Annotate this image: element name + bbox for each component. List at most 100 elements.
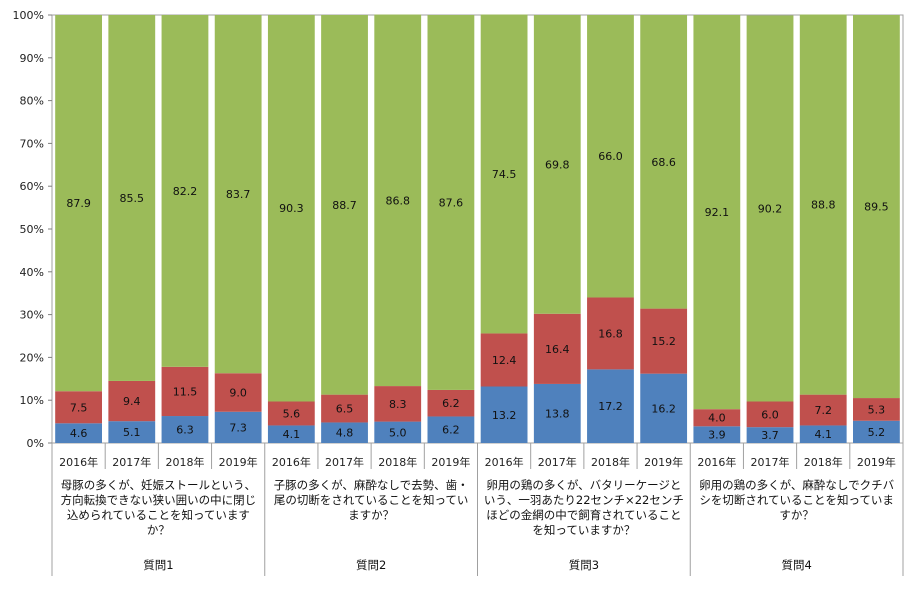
data-label: 90.2 bbox=[758, 202, 783, 215]
bar-segment bbox=[55, 391, 102, 424]
bar-segment bbox=[267, 401, 315, 426]
bar-segment bbox=[693, 409, 741, 427]
bar-segment bbox=[427, 389, 475, 417]
data-label: 82.2 bbox=[173, 185, 198, 198]
bar-segment bbox=[374, 14, 422, 387]
x-tick-label: 2016年 bbox=[485, 455, 524, 469]
x-tick-label: 2018年 bbox=[378, 455, 417, 469]
data-label: 69.8 bbox=[545, 158, 570, 171]
data-label: 6.5 bbox=[336, 403, 354, 416]
bar-segment bbox=[587, 15, 634, 298]
bar-segment bbox=[427, 416, 475, 443]
y-tick-label: 90% bbox=[20, 52, 44, 65]
x-tick-label: 2018年 bbox=[591, 455, 630, 469]
data-label: 4.1 bbox=[283, 428, 301, 441]
group-question-label: 卵用の鶏の多くが、麻酔なしでクチバシを切断されていることを知っていますか？ bbox=[699, 478, 895, 522]
x-tick-label: 2017年 bbox=[538, 455, 577, 469]
data-label: 16.2 bbox=[651, 402, 676, 415]
bar-segment bbox=[55, 423, 102, 443]
data-label: 13.2 bbox=[492, 409, 517, 422]
bar-segment bbox=[480, 333, 528, 387]
group-name-label: 質問1 bbox=[143, 558, 174, 572]
data-label: 5.3 bbox=[868, 403, 886, 416]
data-label: 88.8 bbox=[811, 199, 836, 212]
data-label: 4.0 bbox=[708, 412, 726, 425]
bar-segment bbox=[746, 427, 794, 443]
data-label: 6.2 bbox=[442, 424, 460, 437]
y-tick-label: 0% bbox=[27, 437, 44, 450]
bar-segment bbox=[640, 308, 688, 374]
x-tick-label: 2017年 bbox=[751, 455, 790, 469]
y-tick-label: 30% bbox=[20, 309, 44, 322]
data-label: 7.3 bbox=[229, 421, 247, 434]
bar-segment bbox=[321, 394, 368, 423]
x-tick-label: 2019年 bbox=[219, 455, 258, 469]
x-tick-label: 2016年 bbox=[272, 455, 311, 469]
bar-segment bbox=[214, 411, 262, 443]
y-tick-label: 60% bbox=[20, 180, 44, 193]
bar-segment bbox=[640, 15, 688, 309]
x-tick-label: 2016年 bbox=[59, 455, 98, 469]
data-label: 89.5 bbox=[864, 201, 889, 214]
x-tick-label: 2019年 bbox=[431, 455, 470, 469]
data-label: 66.0 bbox=[598, 150, 623, 163]
bar-segment bbox=[480, 386, 528, 443]
bar-segment bbox=[427, 15, 475, 390]
y-tick-label: 10% bbox=[20, 394, 44, 407]
data-label: 12.4 bbox=[492, 354, 517, 367]
data-label: 9.4 bbox=[123, 395, 141, 408]
group-question-label: 子豚の多くが、麻酔なしで去勢、歯・尾の切断をされていることを知っていますか？ bbox=[273, 478, 469, 522]
bar-segment bbox=[693, 426, 741, 443]
data-label: 17.2 bbox=[598, 400, 623, 413]
bar-segment bbox=[214, 15, 262, 374]
bar-segment bbox=[853, 15, 900, 399]
data-label: 87.9 bbox=[66, 197, 91, 210]
data-label: 85.5 bbox=[120, 192, 145, 205]
data-label: 5.1 bbox=[123, 426, 141, 439]
bar-segment bbox=[267, 425, 315, 443]
data-label: 7.5 bbox=[70, 401, 88, 414]
data-label: 16.8 bbox=[598, 327, 623, 340]
data-label: 3.7 bbox=[761, 429, 779, 442]
data-label: 92.1 bbox=[705, 206, 730, 219]
bar-segment bbox=[640, 373, 688, 443]
bar-segment bbox=[480, 14, 528, 334]
data-label: 3.9 bbox=[708, 429, 726, 442]
data-label: 8.3 bbox=[389, 398, 407, 411]
y-tick-label: 100% bbox=[13, 9, 44, 22]
bar-segment bbox=[746, 15, 794, 402]
bar-segment bbox=[533, 383, 581, 443]
bar-segment bbox=[374, 386, 422, 422]
bar-segment bbox=[108, 421, 156, 443]
bar-segment bbox=[161, 366, 209, 417]
data-label: 4.8 bbox=[336, 427, 354, 440]
bar-segment bbox=[587, 369, 634, 443]
y-tick-label: 70% bbox=[20, 137, 44, 150]
bar-segment bbox=[533, 313, 581, 384]
data-label: 6.3 bbox=[176, 424, 194, 437]
bar-segment bbox=[799, 425, 847, 443]
bar-segment bbox=[55, 15, 102, 392]
bar-segment bbox=[321, 15, 368, 395]
bar-segment bbox=[161, 416, 209, 443]
data-label: 5.0 bbox=[389, 426, 407, 439]
group-name-label: 質問4 bbox=[781, 558, 812, 572]
bar-segment bbox=[108, 15, 156, 381]
bar-segment bbox=[853, 398, 900, 421]
data-label: 4.1 bbox=[814, 428, 832, 441]
bar-segment bbox=[533, 15, 581, 314]
bar-segment bbox=[693, 15, 741, 410]
x-tick-label: 2018年 bbox=[804, 455, 843, 469]
y-tick-label: 40% bbox=[20, 266, 44, 279]
bar-segment bbox=[161, 15, 209, 367]
group-question-label: 卵用の鶏の多くが、バタリーケージという、一羽あたり22センチ×22センチほどの金… bbox=[483, 478, 684, 537]
data-label: 88.7 bbox=[332, 199, 357, 212]
data-label: 4.6 bbox=[70, 427, 88, 440]
data-label: 74.5 bbox=[492, 168, 517, 181]
data-label: 5.6 bbox=[283, 407, 301, 420]
data-label: 83.7 bbox=[226, 188, 251, 201]
bar-segment bbox=[321, 422, 368, 443]
data-label: 13.8 bbox=[545, 407, 570, 420]
data-label: 68.6 bbox=[651, 156, 676, 169]
